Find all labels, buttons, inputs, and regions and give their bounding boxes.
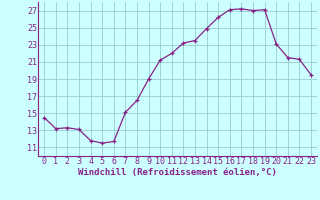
X-axis label: Windchill (Refroidissement éolien,°C): Windchill (Refroidissement éolien,°C) — [78, 168, 277, 177]
